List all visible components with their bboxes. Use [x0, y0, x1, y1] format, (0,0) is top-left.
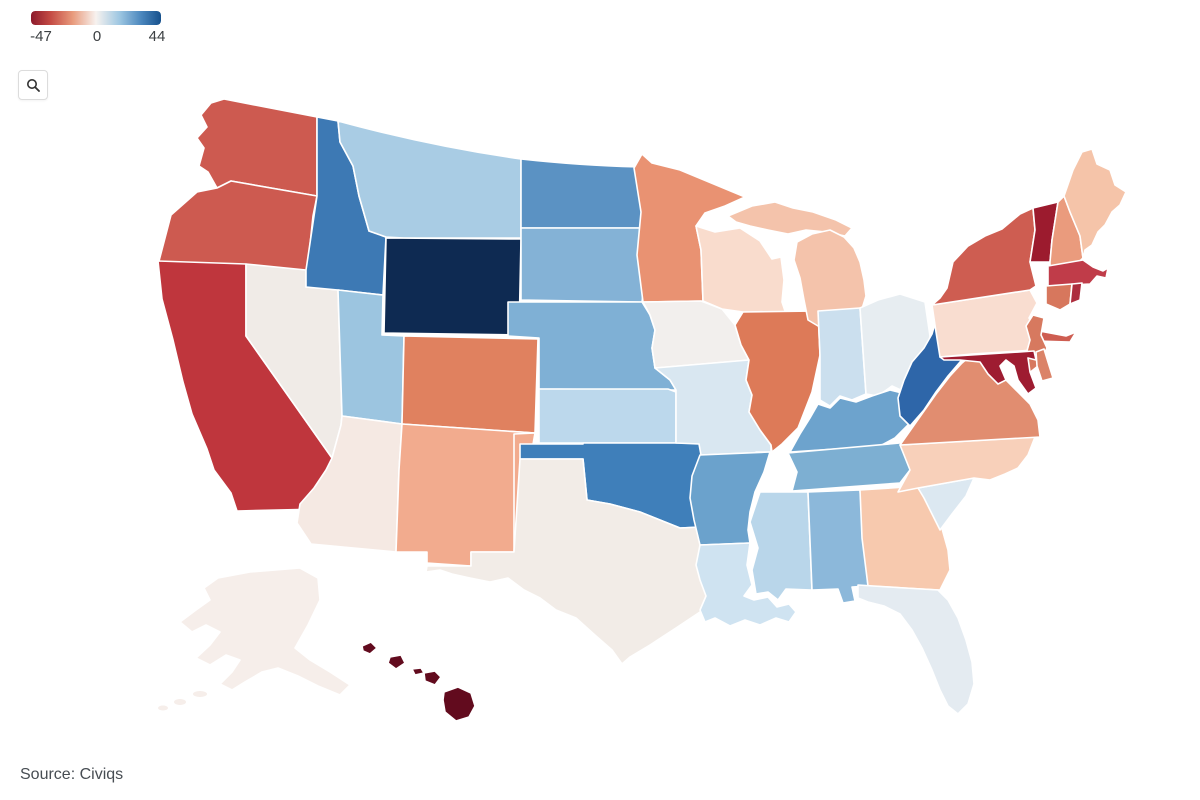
legend-max-label: 44 — [148, 28, 166, 45]
state-sd[interactable] — [520, 227, 649, 303]
state-ar[interactable] — [689, 451, 771, 546]
state-hi[interactable] — [361, 641, 476, 722]
magnifier-icon — [27, 79, 40, 92]
state-in[interactable] — [817, 307, 867, 407]
map-zoom-button[interactable] — [18, 70, 48, 100]
state-md[interactable] — [939, 350, 1037, 395]
state-fl[interactable] — [857, 584, 975, 715]
state-ct[interactable] — [1045, 283, 1073, 311]
legend-min-label: -47 — [30, 28, 52, 45]
state-tx[interactable] — [425, 458, 722, 665]
state-ks[interactable] — [538, 388, 677, 444]
state-ma[interactable] — [1047, 259, 1109, 287]
state-nd[interactable] — [520, 158, 645, 229]
legend-gradient-bar — [31, 11, 161, 25]
state-mi[interactable] — [727, 201, 867, 327]
state-wa[interactable] — [196, 98, 318, 197]
state-me[interactable] — [1063, 148, 1127, 259]
state-co[interactable] — [401, 335, 539, 434]
state-il[interactable] — [734, 310, 821, 453]
state-la[interactable] — [695, 542, 797, 627]
state-wi[interactable] — [695, 225, 787, 315]
source-attribution: Source: Civiqs — [20, 766, 124, 783]
state-wy[interactable] — [383, 237, 522, 336]
state-mn[interactable] — [633, 153, 746, 303]
color-scale-legend: -47 0 44 — [30, 11, 165, 46]
state-de[interactable] — [1035, 348, 1054, 382]
state-ak[interactable] — [158, 567, 351, 711]
state-ms[interactable] — [749, 491, 813, 601]
state-mt[interactable] — [337, 120, 522, 239]
state-sc[interactable] — [917, 477, 975, 531]
legend-zero-label: 0 — [92, 28, 102, 45]
state-nc[interactable] — [897, 436, 1036, 493]
state-ri[interactable] — [1069, 282, 1083, 305]
